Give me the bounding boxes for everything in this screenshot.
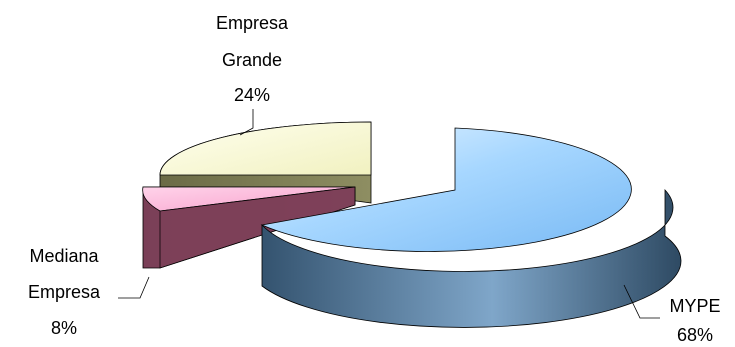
label-mype-name: MYPE xyxy=(669,296,720,316)
slice-mediana-empresa-front xyxy=(159,186,356,269)
label-empresa-grande-value: 24% xyxy=(234,85,270,105)
leader-line-mype xyxy=(623,284,660,319)
label-mediana-empresa-line1: Mediana xyxy=(29,246,99,266)
label-mype: MYPE 68% xyxy=(669,296,720,345)
slice-empresa-grande-top xyxy=(159,121,372,176)
slice-mediana-empresa xyxy=(142,186,356,269)
leader-line-empresa-grande xyxy=(239,109,254,136)
label-mediana-empresa: Mediana Empresa 8% xyxy=(28,246,101,338)
slice-mype xyxy=(260,127,682,328)
label-empresa-grande-line2: Grande xyxy=(222,50,282,70)
label-empresa-grande-line1: Empresa xyxy=(216,13,289,33)
label-mype-value: 68% xyxy=(677,325,713,345)
label-empresa-grande: Empresa Grande 24% xyxy=(216,13,289,105)
label-mediana-empresa-line2: Empresa xyxy=(28,282,101,302)
slice-mediana-empresa-top xyxy=(142,186,356,212)
slice-mype-side xyxy=(261,188,682,328)
leader-line-mediana-empresa xyxy=(118,276,150,299)
label-mediana-empresa-value: 8% xyxy=(51,318,77,338)
slice-mype-top xyxy=(260,127,632,252)
slice-empresa-grande xyxy=(159,121,372,204)
